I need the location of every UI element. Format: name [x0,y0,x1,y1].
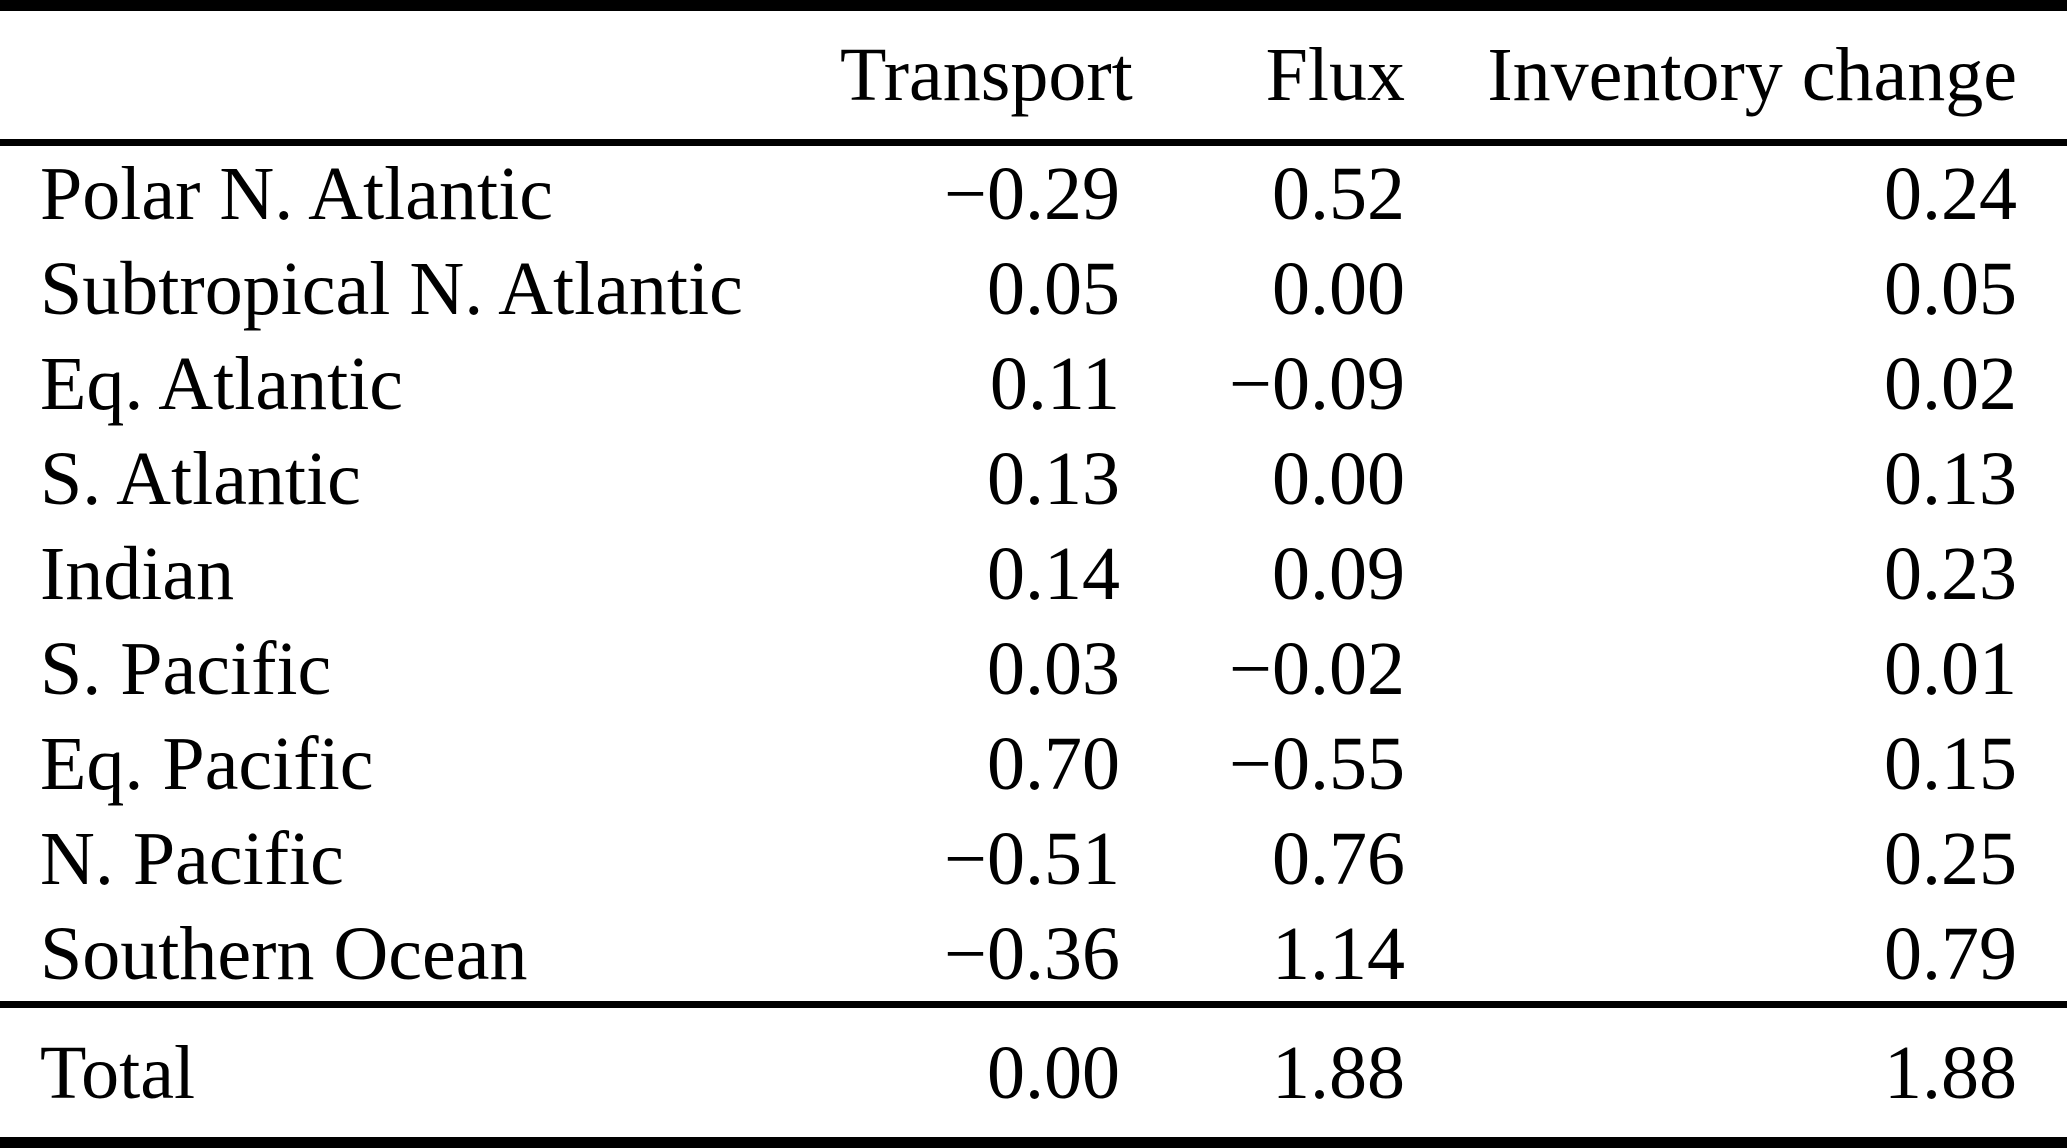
transport-value: −0.36 [944,911,1120,996]
inventory-change-value: 0.05 [1884,246,2017,331]
region-label: Eq. Atlantic [40,341,404,426]
table-row: S. Atlantic 0.13 0.00 0.13 [0,431,2067,526]
table-row: Southern Ocean −0.36 1.14 0.79 [0,906,2067,1005]
transport-value: 0.14 [987,531,1120,616]
region-label: Polar N. Atlantic [40,151,553,236]
transport-column-header: Transport [840,5,1133,146]
transport-value: 0.05 [987,246,1120,331]
table-row: S. Pacific 0.03 −0.02 0.01 [0,621,2067,716]
table-row: Subtropical N. Atlantic 0.05 0.00 0.05 [0,241,2067,336]
inventory-change-column-header: Inventory change [1405,5,2067,146]
region-label: Indian [40,531,235,616]
inventory-change-value: 0.25 [1884,816,2017,901]
table-row: Indian 0.14 0.09 0.23 [0,526,2067,621]
region-column-header [0,5,840,146]
region-label: N. Pacific [40,816,344,901]
total-transport-value: 0.00 [840,1001,1120,1143]
inventory-change-value: 0.13 [1884,436,2017,521]
flux-value: 0.76 [1272,816,1405,901]
table-row: N. Pacific −0.51 0.76 0.25 [0,811,2067,906]
transport-value: 0.70 [987,721,1120,806]
total-row: Total 0.00 1.88 1.88 [0,1001,2067,1143]
transport-value: −0.51 [944,816,1120,901]
transport-value: 0.03 [987,626,1120,711]
total-label: Total [0,1001,840,1143]
flux-value: 0.00 [1272,436,1405,521]
table-header-row: Transport Flux Inventory change [0,5,2067,146]
flux-value: 0.52 [1272,151,1405,236]
flux-value: −0.09 [1229,341,1405,426]
total-inventory-change-value: 1.88 [1405,1001,2067,1143]
region-label: Subtropical N. Atlantic [40,246,743,331]
transport-value: −0.29 [944,151,1120,236]
flux-value: −0.02 [1229,626,1405,711]
total-flux-value: 1.88 [1120,1001,1405,1143]
inventory-change-value: 0.24 [1884,151,2017,236]
transport-value: 0.13 [987,436,1120,521]
region-label: S. Pacific [40,626,332,711]
inventory-change-value: 0.01 [1884,626,2017,711]
table-row: Eq. Pacific 0.70 −0.55 0.15 [0,716,2067,811]
table-row: Eq. Atlantic 0.11 −0.09 0.02 [0,336,2067,431]
region-label: Eq. Pacific [40,721,374,806]
inventory-change-value: 0.79 [1884,911,2017,996]
flux-value: 0.00 [1272,246,1405,331]
flux-value: 0.09 [1272,531,1405,616]
flux-value: −0.55 [1229,721,1405,806]
inventory-change-value: 0.15 [1884,721,2017,806]
region-label: Southern Ocean [40,911,528,996]
flux-column-header: Flux [1120,5,1405,146]
inventory-change-value: 0.02 [1884,341,2017,426]
transport-value: 0.11 [989,341,1120,426]
flux-value: 1.14 [1272,911,1405,996]
region-label: S. Atlantic [40,436,361,521]
inventory-change-value: 0.23 [1884,531,2017,616]
table-row: Polar N. Atlantic −0.29 0.52 0.24 [0,143,2067,242]
